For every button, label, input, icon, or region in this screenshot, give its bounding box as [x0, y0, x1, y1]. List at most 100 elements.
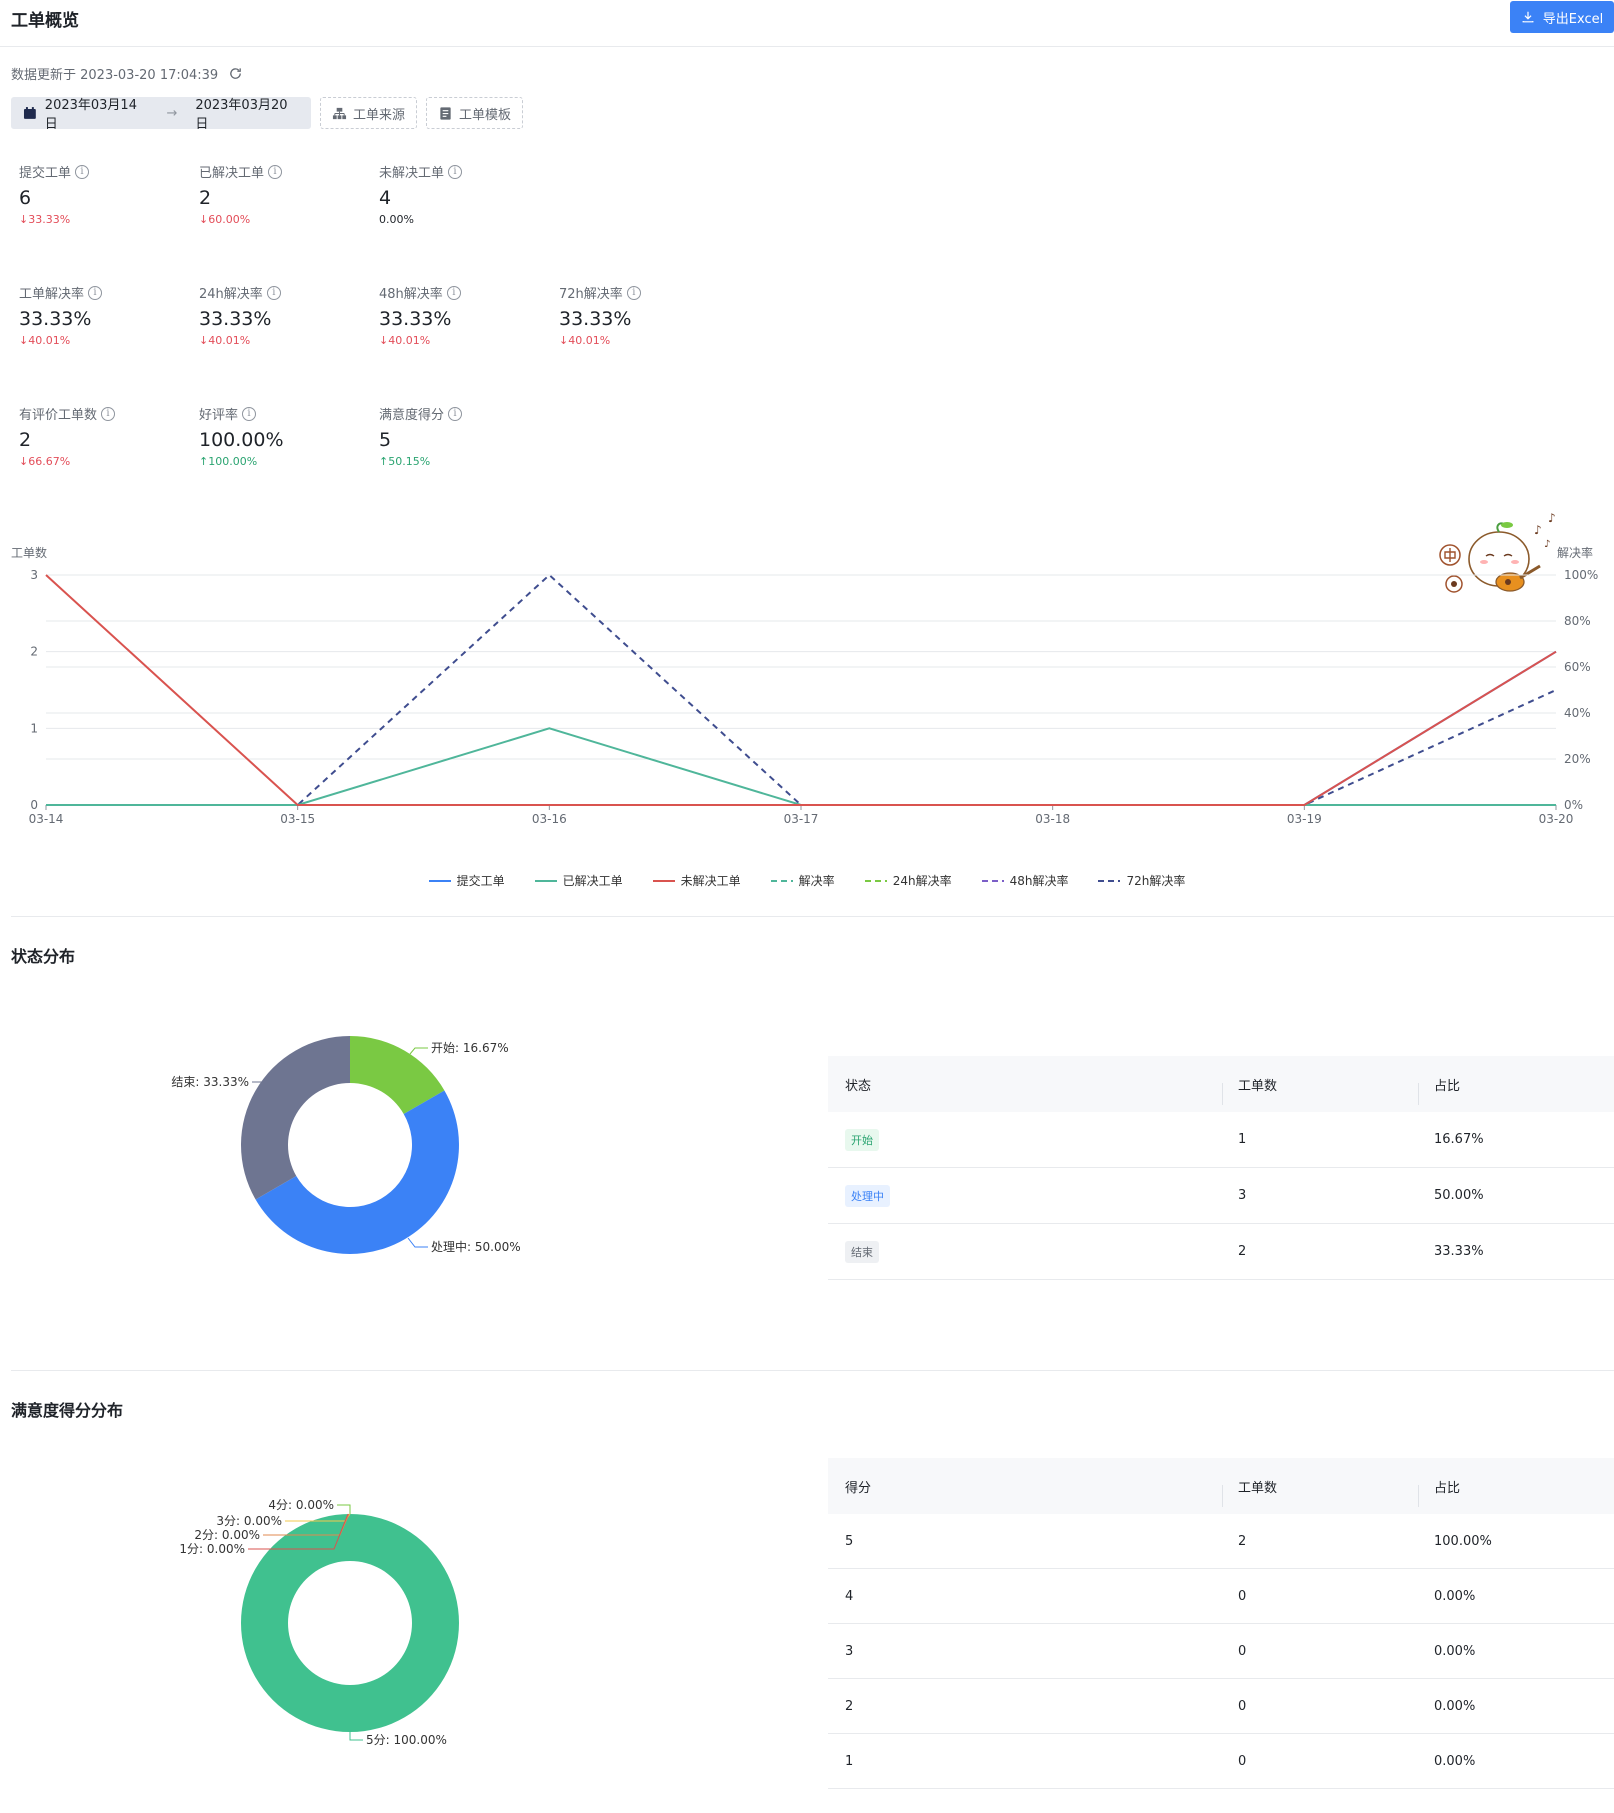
kpi-change: ↓40.01%: [199, 334, 251, 347]
legend-swatch: [864, 879, 887, 882]
ratio-cell: 0.00%: [1434, 1753, 1476, 1769]
kpi-rated-count: 有评价工单数 i 2 ↓66.67%: [19, 404, 189, 468]
table-row: 处理中 3 50.00%: [828, 1168, 1614, 1224]
legend-item[interactable]: 未解决工单: [652, 872, 741, 889]
legend-swatch: [428, 879, 451, 882]
legend-item[interactable]: 已解决工单: [534, 872, 623, 889]
legend-swatch: [981, 879, 1004, 882]
info-icon[interactable]: i: [75, 164, 90, 179]
status-donut-chart: 开始: 16.67% 处理中: 50.00% 结束: 33.33%: [171, 1036, 521, 1254]
update-time-text: 数据更新于 2023-03-20 17:04:39: [11, 68, 219, 83]
kpi-value: 2: [19, 429, 32, 451]
info-icon[interactable]: i: [266, 285, 281, 300]
ratio-cell: 16.67%: [1434, 1132, 1484, 1147]
template-filter-button[interactable]: 工单模板: [426, 97, 524, 129]
right-tick-label: 20%: [1564, 752, 1591, 766]
export-excel-label: 导出Excel: [1542, 11, 1604, 27]
column-header[interactable]: 占比: [1418, 1477, 1614, 1507]
legend-label: 未解决工单: [680, 874, 741, 888]
section-divider: [11, 916, 1614, 917]
kpi-48h-rate: 48h解决率 i 33.33% ↓40.01%: [379, 283, 549, 347]
slice-label: 2分: 0.00%: [194, 1528, 260, 1542]
refresh-icon[interactable]: [228, 66, 243, 81]
page-title: 工单概览: [11, 11, 79, 31]
kpi-label: 工单解决率: [19, 287, 85, 302]
info-icon[interactable]: i: [626, 285, 641, 300]
legend-label: 解决率: [798, 874, 835, 888]
right-tick-label: 0%: [1564, 798, 1583, 812]
kpi-change: ↓33.33%: [19, 213, 71, 226]
info-icon[interactable]: i: [268, 164, 283, 179]
arrow-down-icon: ↓: [19, 334, 29, 347]
legend-item[interactable]: 48h解决率: [981, 872, 1069, 889]
donut-slice: [240, 1514, 459, 1732]
info-icon[interactable]: i: [448, 406, 463, 421]
score-cell: 1: [845, 1753, 854, 1769]
date-start: 2023年03月14日: [44, 98, 137, 132]
source-filter-label: 工单来源: [353, 107, 406, 123]
kpi-label: 48h解决率: [379, 287, 443, 302]
right-tick-label: 100%: [1564, 568, 1598, 582]
legend-item[interactable]: 提交工单: [428, 872, 505, 889]
column-separator: [1418, 1484, 1419, 1507]
info-icon[interactable]: i: [242, 406, 257, 421]
kpi-change: 0.00%: [379, 213, 414, 226]
kpi-value: 5: [379, 429, 392, 451]
kpi-value: 100.00%: [199, 429, 284, 451]
column-header[interactable]: 得分: [845, 1480, 872, 1496]
right-tick-label: 60%: [1564, 660, 1591, 674]
table-row: 2 0 0.00%: [828, 1679, 1614, 1734]
label-leader-line: [409, 1047, 428, 1055]
legend-label: 已解决工单: [562, 874, 623, 888]
legend-label: 48h解决率: [1009, 874, 1069, 888]
kpi-submitted: 提交工单 i 6 ↓33.33%: [19, 162, 189, 226]
table-header: 得分 工单数 占比: [828, 1458, 1614, 1514]
kpi-label: 有评价工单数: [19, 408, 98, 423]
legend-item[interactable]: 72h解决率: [1098, 872, 1185, 889]
table-row: 5 2 100.00%: [828, 1514, 1614, 1569]
left-tick-label: 0: [30, 798, 38, 812]
legend-swatch: [770, 879, 793, 882]
kpi-label: 提交工单: [19, 166, 72, 181]
info-icon[interactable]: i: [446, 285, 461, 300]
x-tick-label: 03-20: [1539, 812, 1574, 826]
column-header[interactable]: 工单数: [1222, 1075, 1418, 1105]
legend-item[interactable]: 24h解决率: [864, 872, 952, 889]
column-header[interactable]: 状态: [845, 1078, 872, 1094]
export-excel-button[interactable]: 导出Excel: [1510, 1, 1614, 33]
kpi-change: ↑100.00%: [199, 455, 258, 468]
info-icon[interactable]: i: [101, 406, 116, 421]
x-tick-label: 03-18: [1035, 812, 1070, 826]
kpi-label: 满意度得分: [379, 408, 445, 423]
count-cell: 1: [1238, 1132, 1247, 1147]
ratio-cell: 0.00%: [1434, 1588, 1476, 1604]
left-tick-label: 1: [30, 721, 38, 735]
kpi-unresolved: 未解决工单 i 4 0.00%: [379, 162, 549, 226]
template-filter-label: 工单模板: [459, 107, 512, 123]
source-filter-button[interactable]: 工单来源: [320, 97, 418, 129]
score-table: 得分 工单数 占比 5 2 100.00% 4 0 0.00% 3 0 0.00…: [828, 1458, 1614, 1789]
kpi-24h-rate: 24h解决率 i 33.33% ↓40.01%: [199, 283, 369, 347]
count-cell: 2: [1238, 1533, 1247, 1549]
info-icon[interactable]: i: [88, 285, 103, 300]
kpi-change: ↓40.01%: [559, 334, 611, 347]
column-header[interactable]: 占比: [1418, 1075, 1614, 1105]
count-cell: 0: [1238, 1643, 1247, 1659]
legend-swatch: [652, 879, 675, 882]
date-range-picker[interactable]: 2023年03月14日 → 2023年03月20日: [11, 97, 311, 132]
status-tag: 处理中: [845, 1184, 890, 1207]
info-icon[interactable]: i: [448, 164, 463, 179]
legend-item[interactable]: 解决率: [770, 872, 835, 889]
slice-label: 5分: 100.00%: [366, 1733, 447, 1747]
arrow-down-icon: ↓: [379, 334, 389, 347]
label-leader-line: [337, 1504, 351, 1514]
column-header[interactable]: 工单数: [1222, 1477, 1418, 1507]
table-row: 3 0 0.00%: [828, 1624, 1614, 1679]
calendar-icon: [23, 107, 36, 119]
mascot-sticker: ♪ ♪ ♪: [1439, 512, 1556, 593]
kpi-value: 33.33%: [199, 308, 272, 330]
column-separator: [1222, 1082, 1223, 1105]
score-cell: 5: [845, 1533, 854, 1549]
donut-slice: [255, 1090, 459, 1254]
legend-label: 提交工单: [456, 874, 505, 888]
